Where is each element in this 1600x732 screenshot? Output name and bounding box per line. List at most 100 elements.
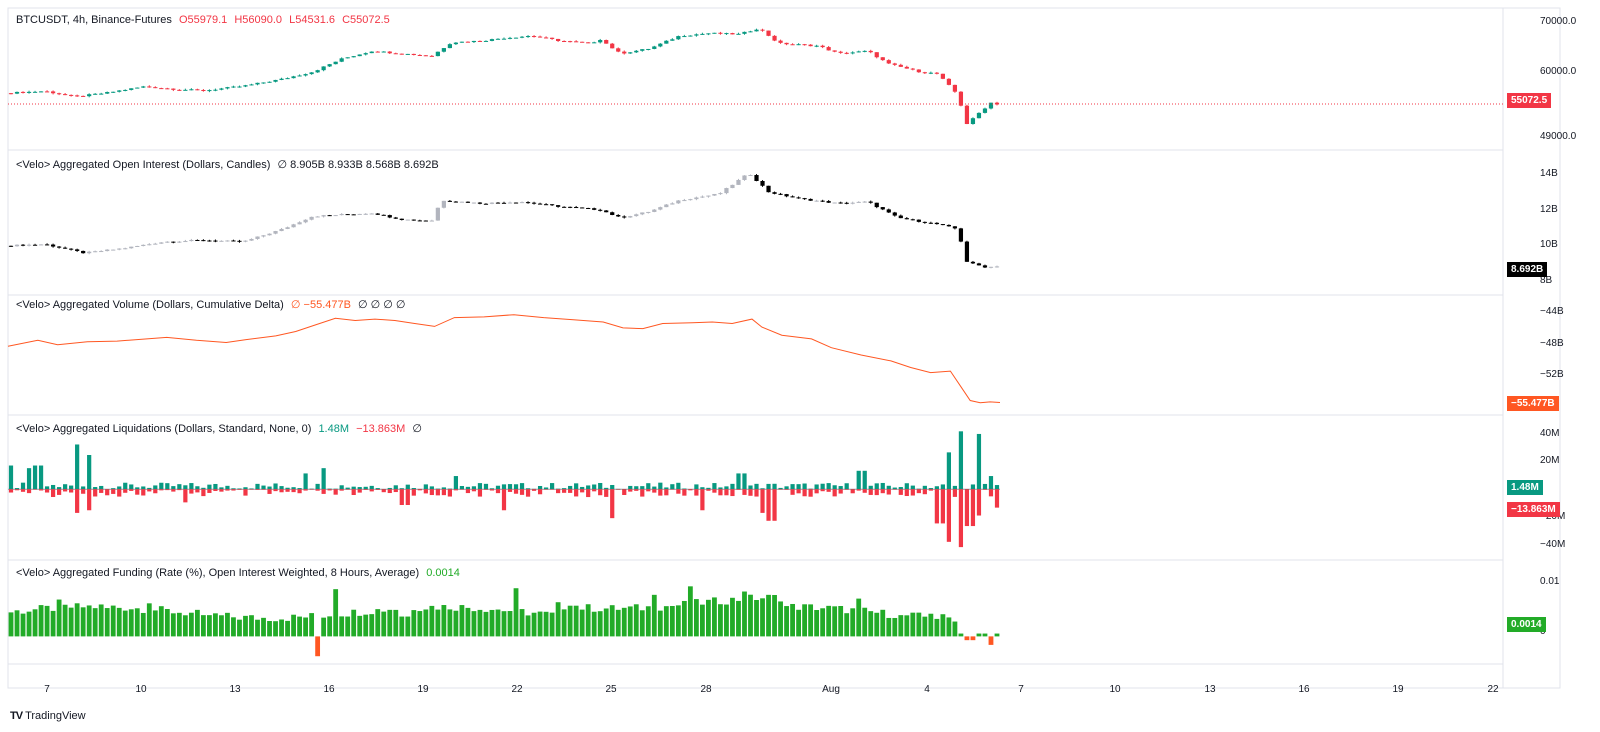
oi-candle [592, 208, 597, 210]
price-candle [604, 40, 609, 44]
liq-short-bar [441, 489, 446, 496]
oi-candle [910, 219, 915, 221]
liq-short-bar [562, 489, 567, 493]
liq-long-bar [916, 488, 921, 490]
liq-long-bar [135, 487, 140, 490]
liq-long-bar [189, 483, 194, 490]
oi-candle [183, 241, 188, 243]
liq-long-bar [38, 465, 44, 490]
price-candle [183, 89, 188, 91]
funding-bar [669, 606, 675, 637]
liq-long-bar [309, 488, 314, 490]
price-candle [886, 60, 891, 64]
cvd-last-tag: −55.477B [1507, 396, 1559, 411]
liq-long-bar [952, 485, 958, 490]
liq-short-bar [664, 489, 669, 496]
liq-short-bar [844, 489, 849, 490]
oi-candle [26, 244, 32, 246]
oi-candle [375, 213, 380, 215]
liq-long-bar [513, 484, 519, 490]
oi-values: ∅ 8.905B 8.933B 8.568B 8.692B [277, 159, 439, 171]
oi-candle [453, 201, 459, 203]
liq-long-bar [820, 483, 825, 490]
liq-short-bar [327, 489, 332, 491]
funding-bar [603, 608, 609, 637]
liq-long-bar [81, 486, 86, 490]
liq-long-bar [429, 486, 434, 490]
price-candle [754, 29, 759, 32]
oi-candle [117, 248, 122, 250]
oi-candle [537, 203, 543, 205]
liq-long-bar [934, 486, 939, 490]
price-candle [760, 29, 765, 31]
liq-long-bar [26, 468, 32, 490]
oi-candle [652, 209, 657, 212]
liq-long-bar [796, 484, 801, 490]
date-label: 7 [44, 684, 50, 695]
oi-candle [32, 244, 38, 246]
liq-long-bar [231, 488, 236, 490]
liq-long-bar [664, 487, 669, 490]
liq-short-bar [880, 489, 885, 494]
liq-long-bar [75, 444, 80, 490]
liq-short-bar [459, 489, 465, 490]
price-candle [20, 91, 26, 93]
oi-candle [916, 219, 921, 222]
funding-title: <Velo> Aggregated Funding (Rate (%), Ope… [16, 567, 420, 579]
liq-long-bar [273, 483, 278, 490]
price-tick-49000: 49000.0 [1540, 131, 1577, 142]
oi-candle [291, 224, 296, 228]
price-candle [856, 51, 861, 53]
funding-bar [934, 618, 940, 637]
tradingview-logo[interactable]: TV TradingView [10, 710, 86, 722]
price-candle [44, 91, 50, 93]
open-value: O55979.1 [178, 14, 228, 26]
liq-long-bar [117, 486, 122, 490]
funding-bar [525, 615, 531, 637]
liq-short-bar [904, 489, 909, 497]
liq-long-bar [736, 473, 741, 490]
oi-candle [321, 215, 326, 217]
oi-candle [87, 251, 92, 254]
oi-pane-title: <Velo> Aggregated Open Interest (Dollars… [16, 158, 443, 171]
oi-candle [56, 246, 62, 248]
liq-long-bar [489, 488, 495, 490]
price-candle [880, 57, 885, 61]
oi-candle [357, 213, 362, 215]
price-candle [549, 37, 555, 39]
price-candle [688, 35, 693, 37]
price-candle [628, 52, 633, 54]
liq-long-bar [700, 487, 705, 490]
liq-short-bar [784, 489, 789, 490]
liq-short-bar [405, 489, 410, 505]
liq-long-bar [610, 484, 615, 490]
price-candle [796, 44, 801, 46]
liq-long-bar [598, 482, 603, 490]
liq-short-bar [69, 489, 74, 493]
liq-tick-40m: 40M [1540, 428, 1560, 439]
price-candle [832, 50, 837, 52]
funding-bar [736, 600, 741, 637]
funding-bar [435, 609, 441, 637]
liq-long-bar [616, 488, 621, 490]
price-candle [441, 48, 446, 52]
oi-title: <Velo> Aggregated Open Interest (Dollars… [16, 159, 271, 171]
liq-short-bar [988, 489, 994, 497]
liq-pane-title: <Velo> Aggregated Liquidations (Dollars,… [16, 422, 426, 435]
price-candle [32, 91, 38, 93]
liq-long-bar [435, 488, 440, 490]
funding-bar [56, 599, 62, 637]
price-candle [543, 37, 549, 39]
liq-short-bar [387, 489, 392, 494]
liq-long-bar [471, 486, 477, 490]
liq-short-bar [243, 489, 248, 496]
funding-bar [730, 597, 735, 637]
oi-candle [429, 220, 434, 222]
funding-bar [116, 607, 122, 637]
funding-bar [940, 614, 946, 637]
price-candle [862, 50, 867, 52]
oi-candle [219, 240, 224, 242]
funding-bar [597, 611, 603, 637]
